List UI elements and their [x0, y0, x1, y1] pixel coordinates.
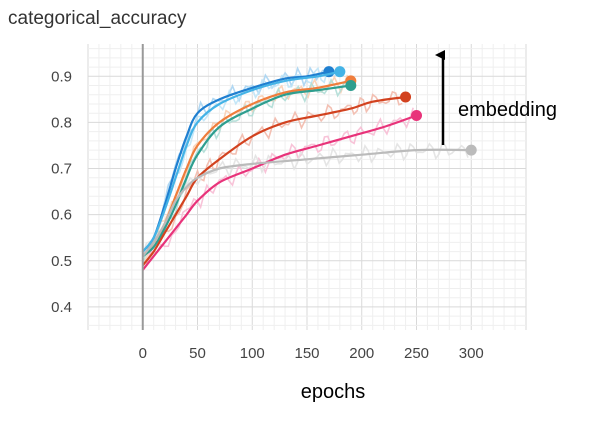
series-raw-line — [142, 74, 349, 265]
y-tick-label: 0.8 — [51, 114, 72, 131]
x-tick-label: 250 — [404, 345, 429, 362]
tick-labels: 0 50 100 150 200 250 300 0.4 0.5 0.6 0.7 0.8 0.9 — [51, 68, 484, 362]
x-tick-label: 200 — [349, 345, 374, 362]
series-line — [141, 114, 417, 271]
grid-lines — [87, 44, 527, 330]
x-tick-label: 300 — [459, 345, 484, 362]
series-end-marker — [400, 91, 412, 103]
y-tick-label: 0.6 — [51, 207, 72, 224]
y-tick-label: 0.5 — [51, 253, 72, 270]
y-tick-label: 0.7 — [51, 161, 72, 178]
x-tick-label: 150 — [294, 345, 319, 362]
x-tick-label: 100 — [240, 345, 265, 362]
series-end-marker — [465, 144, 477, 156]
chart-title: categorical_accuracy — [8, 8, 187, 29]
series-line — [141, 70, 341, 253]
series-raw-line — [142, 66, 326, 253]
x-tick-label: 50 — [189, 345, 206, 362]
smoothed-series-layer — [141, 66, 477, 271]
series-end-marker — [411, 110, 422, 121]
series-raw-line — [142, 90, 403, 265]
y-tick-label: 0.4 — [51, 299, 72, 316]
series-line — [141, 95, 406, 267]
x-tick-label: 0 — [139, 345, 147, 362]
series-line — [142, 84, 351, 258]
annotation-label: embedding — [458, 99, 557, 121]
series-end-marker — [345, 80, 357, 92]
y-tick-label: 0.9 — [51, 68, 72, 85]
series-line — [141, 148, 472, 257]
x-axis-label: epochs — [301, 381, 366, 403]
series-end-marker — [334, 66, 346, 78]
